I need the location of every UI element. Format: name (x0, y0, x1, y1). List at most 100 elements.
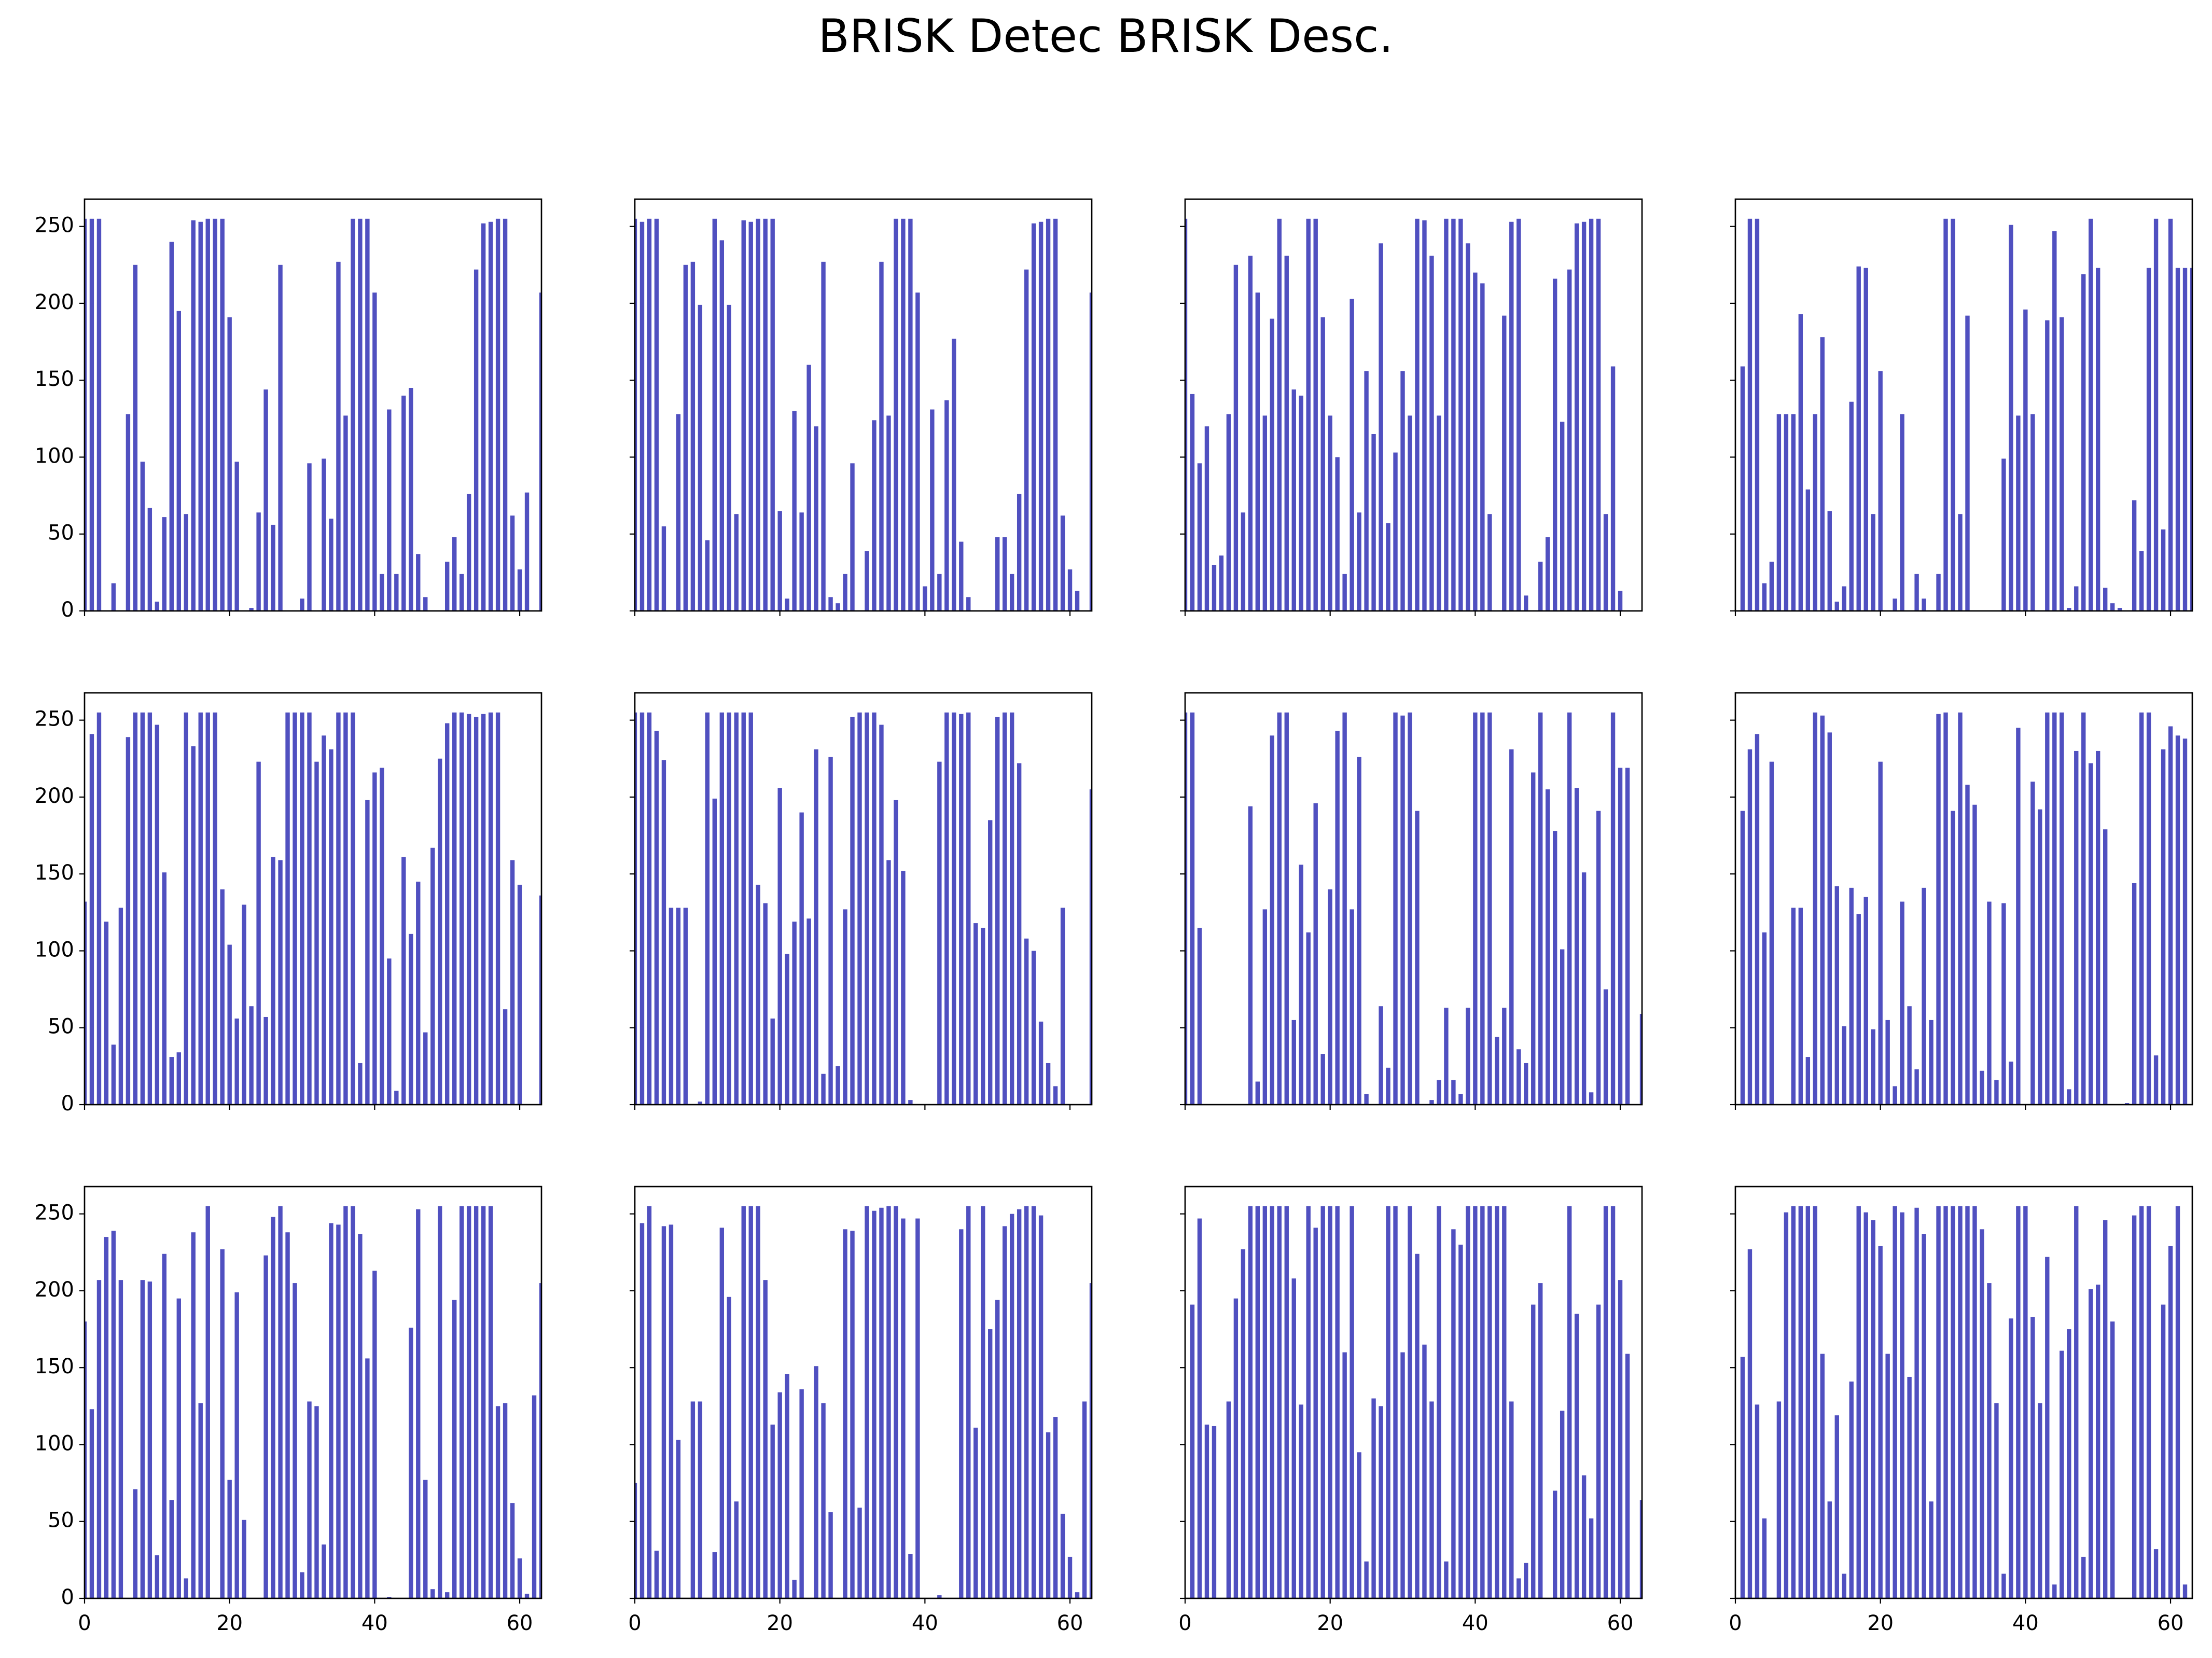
bar (1755, 218, 1760, 611)
bar (1610, 366, 1616, 611)
bar (1524, 1563, 1528, 1598)
bar (1241, 1249, 1246, 1598)
bar (669, 1224, 674, 1598)
bar (1820, 715, 1825, 1105)
bar (828, 757, 833, 1105)
bar (278, 1206, 283, 1598)
bar (1502, 315, 1507, 611)
bar (2074, 750, 2079, 1105)
bar (1342, 574, 1347, 611)
bar (639, 221, 645, 611)
bar (1002, 712, 1007, 1105)
bar (1248, 255, 1253, 611)
bar (1531, 1304, 1536, 1598)
bar (1834, 602, 1839, 611)
subplot (1730, 198, 2193, 616)
bar (1038, 1021, 1044, 1105)
bar (329, 749, 333, 1105)
bar (821, 1403, 826, 1598)
bar (792, 411, 797, 611)
y-tick-label: 250 (35, 1201, 74, 1225)
bar (785, 954, 789, 1105)
bar (1747, 218, 1752, 611)
bar (2001, 1573, 2006, 1598)
bar (2146, 268, 2151, 611)
bar (2103, 1220, 2108, 1598)
bar (438, 758, 442, 1105)
bar (821, 261, 826, 611)
bar (1740, 366, 1745, 611)
bar (2038, 809, 2042, 1105)
bar (828, 1512, 833, 1598)
bar (1581, 872, 1587, 1105)
bar (234, 1292, 239, 1598)
bar (1190, 1304, 1195, 1598)
bar (2096, 1285, 2100, 1598)
bar (1552, 831, 1557, 1105)
x-tick-label: 40 (2012, 1611, 2039, 1635)
x-tick-label: 20 (1867, 1611, 1894, 1635)
bar (1805, 1057, 1811, 1105)
bar (1009, 712, 1014, 1105)
bar (452, 712, 457, 1105)
bar (654, 1551, 659, 1598)
bar (1328, 415, 1332, 611)
bar (886, 860, 891, 1105)
bar (184, 514, 188, 611)
y-tick-label: 200 (35, 1278, 74, 1302)
x-tick-label: 60 (1607, 1611, 1634, 1635)
bar (1284, 255, 1289, 611)
bar (249, 1006, 254, 1105)
subplot (630, 198, 1093, 616)
bar (1755, 1404, 1760, 1598)
bar (1357, 757, 1361, 1105)
bar (894, 218, 898, 611)
bar (495, 712, 500, 1105)
bar (1849, 887, 1854, 1105)
bar (1299, 395, 1303, 611)
bar (1277, 218, 1282, 611)
bar (198, 712, 203, 1105)
subplot: 0 20 40 60 (1178, 1186, 1643, 1635)
bar (756, 884, 760, 1105)
axes-frame (634, 1186, 1093, 1599)
bar (2117, 608, 2122, 611)
bar (89, 1409, 94, 1598)
bar (466, 1206, 471, 1598)
y-tick-label: 150 (35, 861, 74, 885)
bar (748, 712, 753, 1105)
bar (1053, 1417, 1058, 1598)
bar (1480, 712, 1485, 1105)
bar (1038, 1215, 1044, 1598)
bar (191, 746, 196, 1105)
bar (2081, 274, 2086, 611)
bar (118, 908, 123, 1105)
bar (242, 1520, 246, 1598)
bar (488, 1206, 493, 1598)
y-tick-label: 250 (35, 707, 74, 731)
bar (814, 1366, 818, 1598)
bar (1415, 811, 1420, 1105)
bar (2081, 712, 2086, 1105)
bar (973, 923, 978, 1105)
bar (894, 1206, 898, 1598)
bar (712, 218, 717, 611)
bar (314, 761, 319, 1105)
bar (293, 712, 297, 1105)
bar (2030, 782, 2035, 1105)
bar (1951, 218, 1955, 611)
bar (1313, 218, 1318, 611)
bar (886, 415, 891, 611)
bar (285, 1232, 290, 1598)
bar (1856, 1206, 1861, 1598)
bar (821, 1074, 826, 1105)
bar (1466, 1206, 1470, 1598)
bar (1747, 749, 1752, 1105)
bar (351, 1206, 355, 1598)
bar (1429, 1100, 1434, 1105)
bar (307, 712, 312, 1105)
bar (1603, 1206, 1608, 1598)
bar (1233, 1298, 1239, 1598)
bar (351, 712, 355, 1105)
bar (1009, 574, 1014, 611)
